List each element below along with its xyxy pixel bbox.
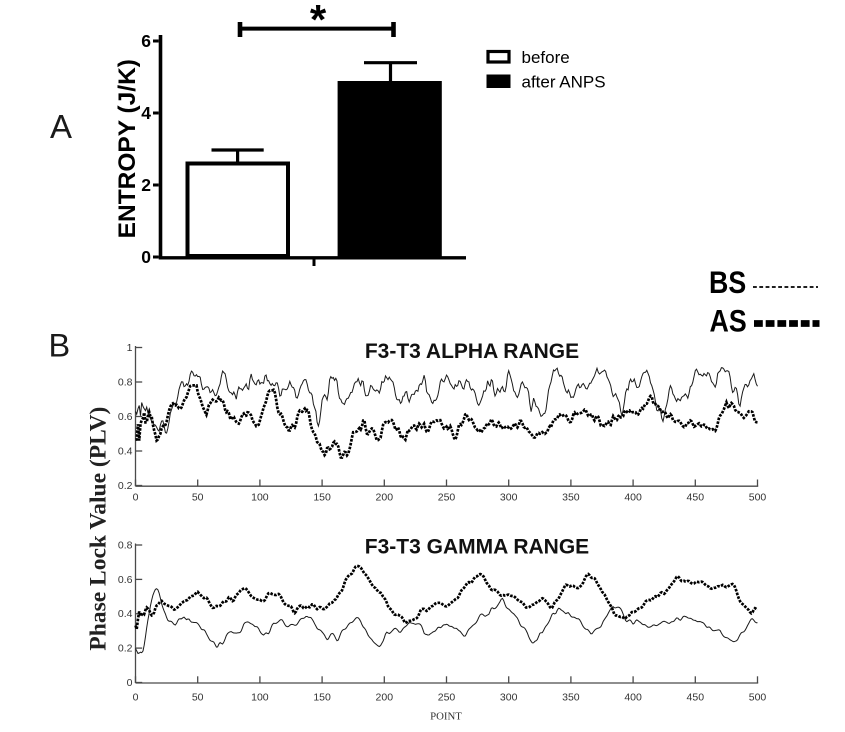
svg-text:150: 150: [313, 692, 331, 704]
svg-text:4: 4: [141, 103, 151, 123]
svg-text:350: 350: [562, 492, 580, 504]
svg-text:F3-T3 GAMMA RANGE: F3-T3 GAMMA RANGE: [365, 536, 589, 559]
svg-text:350: 350: [562, 692, 580, 704]
svg-text:2: 2: [141, 175, 151, 195]
svg-text:50: 50: [192, 692, 204, 704]
svg-text:0.4: 0.4: [118, 608, 133, 620]
svg-text:250: 250: [438, 492, 456, 504]
svg-text:F3-T3 ALPHA RANGE: F3-T3 ALPHA RANGE: [365, 340, 579, 363]
svg-text:0.6: 0.6: [118, 574, 133, 586]
svg-text:POINT: POINT: [430, 711, 462, 723]
svg-text:450: 450: [687, 692, 705, 704]
svg-text:450: 450: [687, 492, 705, 504]
svg-text:300: 300: [500, 692, 518, 704]
svg-text:ENTROPY (J/K): ENTROPY (J/K): [114, 59, 141, 238]
svg-text:0.2: 0.2: [118, 480, 133, 492]
svg-text:500: 500: [749, 692, 767, 704]
svg-text:100: 100: [251, 692, 269, 704]
svg-text:after ANPS: after ANPS: [522, 73, 606, 92]
svg-text:0: 0: [133, 692, 139, 704]
svg-text:150: 150: [313, 492, 331, 504]
svg-text:0.8: 0.8: [118, 377, 133, 389]
svg-text:BS: BS: [709, 266, 746, 300]
svg-text:*: *: [310, 0, 327, 43]
svg-text:0.2: 0.2: [118, 643, 133, 655]
svg-text:0.6: 0.6: [118, 411, 133, 423]
svg-text:1: 1: [127, 342, 133, 354]
svg-text:Phase Lock Value (PLV): Phase Lock Value (PLV): [86, 407, 112, 651]
svg-text:200: 200: [376, 492, 394, 504]
svg-text:300: 300: [500, 492, 518, 504]
svg-text:0: 0: [141, 247, 151, 267]
svg-text:A: A: [50, 108, 72, 145]
svg-text:250: 250: [438, 692, 456, 704]
svg-text:500: 500: [749, 492, 767, 504]
svg-text:100: 100: [251, 492, 269, 504]
svg-text:0: 0: [133, 492, 139, 504]
svg-text:200: 200: [376, 692, 394, 704]
svg-text:400: 400: [624, 492, 642, 504]
svg-text:50: 50: [192, 492, 204, 504]
svg-text:B: B: [49, 328, 71, 364]
svg-text:0.8: 0.8: [118, 540, 133, 552]
svg-text:0: 0: [127, 677, 133, 689]
svg-text:6: 6: [141, 31, 151, 51]
svg-text:400: 400: [624, 692, 642, 704]
svg-text:0.4: 0.4: [118, 446, 133, 458]
svg-text:AS: AS: [710, 305, 747, 339]
svg-text:before: before: [522, 48, 570, 67]
